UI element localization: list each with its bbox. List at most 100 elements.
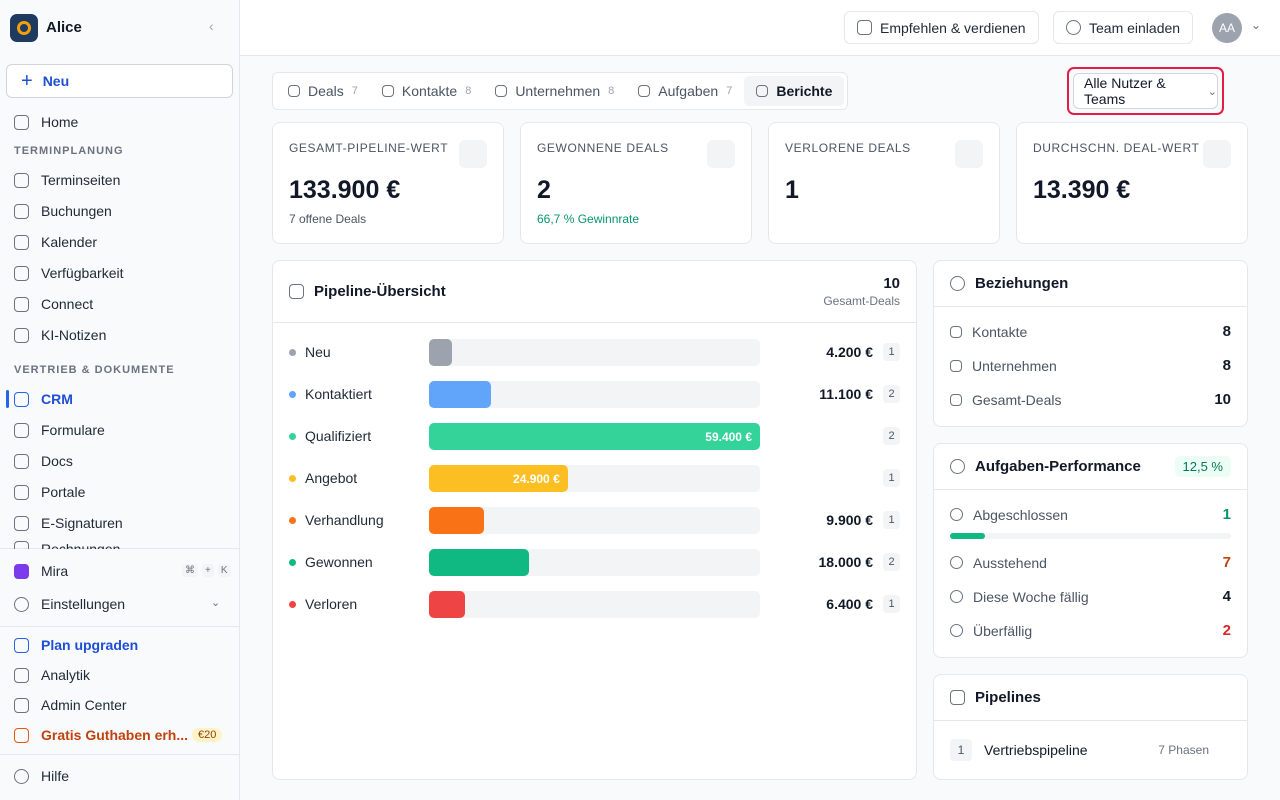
- bar: 59.400 €: [429, 423, 760, 450]
- tab-count: 8: [608, 85, 615, 97]
- avatar[interactable]: AA: [1212, 13, 1242, 43]
- nav-item[interactable]: Formulare: [14, 417, 105, 443]
- tab[interactable]: Unternehmen 8: [483, 76, 626, 106]
- nav-item[interactable]: Connect: [14, 291, 93, 317]
- card-title: Beziehungen: [975, 275, 1069, 292]
- nav-item[interactable]: Admin Center: [14, 692, 127, 718]
- tab[interactable]: Deals 7: [276, 76, 370, 106]
- kpi-label: VERLORENE DEALS: [785, 141, 911, 155]
- task-label: Überfällig: [973, 622, 1033, 639]
- stage-dot: [289, 559, 296, 566]
- kpi-label: DURCHSCHN. DEAL-WERT: [1033, 141, 1200, 155]
- icon: [14, 391, 29, 407]
- kpi-card: GESAMT-PIPELINE-WERT 133.900 € 7 offene De…: [272, 122, 504, 244]
- icon: [14, 697, 29, 713]
- stage-count: 1: [883, 469, 900, 487]
- icon: [950, 325, 962, 338]
- nav-label: Docs: [41, 453, 73, 469]
- kpi-value: 1: [785, 176, 799, 204]
- stage-name: Verhandlung: [305, 512, 384, 528]
- refer-label: Empfehlen & verdienen: [880, 19, 1026, 36]
- nav-item[interactable]: Docs: [14, 448, 73, 474]
- invite-button[interactable]: Team einladen: [1053, 11, 1194, 44]
- nav-item[interactable]: Buchungen: [14, 198, 112, 224]
- tab[interactable]: Berichte: [744, 76, 845, 106]
- nav-item[interactable]: Plan upgraden: [14, 632, 138, 658]
- nav-item[interactable]: E-Signaturen: [14, 510, 123, 536]
- divider: [0, 626, 239, 627]
- refer-button[interactable]: Empfehlen & verdienen: [844, 11, 1039, 44]
- nav-item[interactable]: Terminseiten: [14, 167, 120, 193]
- nav-item[interactable]: KI-Notizen: [14, 322, 106, 348]
- pipelines-card: Pipelines 1 Vertriebspipeline 7 Phasen: [933, 674, 1248, 780]
- icon: [950, 359, 962, 372]
- relation-label: Unternehmen: [972, 357, 1057, 374]
- kpi-value: 2: [537, 176, 551, 204]
- icon: [950, 508, 963, 521]
- stage-name: Qualifiziert: [305, 428, 372, 444]
- key: ⌘: [182, 564, 198, 577]
- nav-label: Gratis Guthaben erh...: [41, 727, 189, 743]
- nav-item[interactable]: Verfügbarkeit: [14, 260, 124, 286]
- task-value: 2: [1222, 622, 1231, 639]
- tab[interactable]: Aufgaben 7: [626, 76, 744, 106]
- bar: [429, 591, 465, 618]
- kpi-label: GESAMT-PIPELINE-WERT: [289, 141, 449, 155]
- nav-item[interactable]: Home: [14, 109, 78, 135]
- card-title: Pipeline-Übersicht: [314, 283, 446, 300]
- stage-name: Angebot: [305, 470, 358, 486]
- stage-dot: [289, 349, 296, 356]
- nav-label: Terminseiten: [41, 172, 121, 188]
- tab-label: Deals: [308, 83, 344, 99]
- icon: [950, 624, 963, 637]
- kpi-sub: 66,7 % Gewinnrate: [537, 212, 640, 226]
- kpi-value: 13.390 €: [1033, 176, 1131, 204]
- bar-track: [429, 591, 760, 618]
- tab[interactable]: Kontakte 8: [370, 76, 483, 106]
- main: Empfehlen & verdienen Team einladen AA ⌄…: [240, 0, 1280, 800]
- progress-track: [950, 533, 1231, 539]
- kpi-card: DURCHSCHN. DEAL-WERT 13.390 €: [1016, 122, 1248, 244]
- active-bar: [6, 390, 9, 408]
- bar: [429, 381, 491, 408]
- pipeline-item[interactable]: 1 Vertriebspipeline 7 Phasen: [950, 739, 1231, 761]
- stage-count: 1: [883, 343, 900, 361]
- stage-value: 11.100 €: [819, 386, 873, 402]
- relation-row: Unternehmen 8: [950, 357, 1231, 374]
- stage-value: 4.200 €: [826, 344, 873, 360]
- rate-badge: 12,5 %: [1174, 456, 1231, 477]
- relation-row: Kontakte 8: [950, 323, 1231, 340]
- icon: [495, 85, 508, 97]
- nav-item[interactable]: Analytik: [14, 662, 90, 688]
- nav-label: KI-Notizen: [41, 327, 107, 343]
- nav-item[interactable]: Mira: [14, 558, 68, 584]
- kpi-icon: [1203, 140, 1231, 168]
- icon: [14, 637, 29, 653]
- nav-item[interactable]: CRM: [14, 386, 73, 412]
- nav-item[interactable]: Einstellungen: [14, 591, 125, 617]
- icon: [14, 234, 29, 250]
- nav-item[interactable]: Hilfe: [14, 763, 69, 789]
- new-button[interactable]: + Neu: [6, 64, 233, 98]
- invite-label: Team einladen: [1089, 19, 1181, 36]
- nav-label: Analytik: [41, 667, 91, 683]
- card-title: Aufgaben-Performance: [975, 458, 1141, 475]
- nav-item[interactable]: Rechnungen: [14, 541, 120, 549]
- nav-item[interactable]: Kalender: [14, 229, 97, 255]
- nav-item[interactable]: Gratis Guthaben erh...: [14, 722, 188, 748]
- task-row: Überfällig 2: [950, 622, 1231, 639]
- pipeline-index: 1: [950, 739, 972, 761]
- bar: 24.900 €: [429, 465, 568, 492]
- icon: [950, 556, 963, 569]
- collapse[interactable]: ‹: [209, 18, 214, 34]
- bar: [429, 339, 453, 366]
- section-title: TERMINPLANUNG: [14, 145, 124, 157]
- filter-select[interactable]: Alle Nutzer & Teams ⌄: [1073, 73, 1218, 109]
- nav-label: Einstellungen: [41, 596, 126, 612]
- divider: [0, 754, 239, 755]
- kpi-label: GEWONNENE DEALS: [537, 141, 669, 155]
- nav-item[interactable]: Portale: [14, 479, 85, 505]
- nav-label: Verfügbarkeit: [41, 265, 124, 281]
- kpi-icon: [955, 140, 983, 168]
